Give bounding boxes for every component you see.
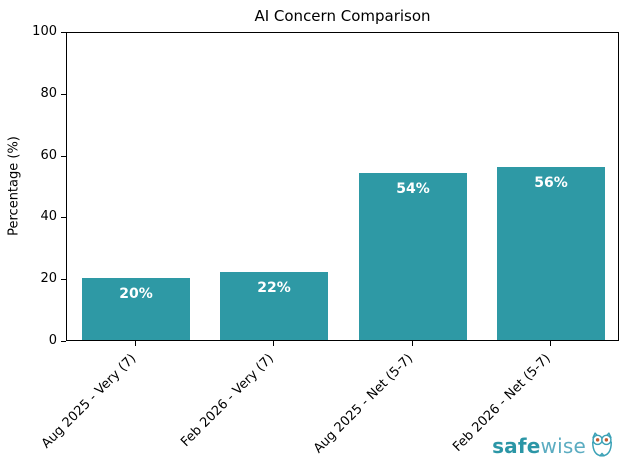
bar: 54% — [359, 173, 467, 340]
y-tick-label: 0 — [48, 333, 57, 348]
y-tick-mark — [61, 217, 66, 219]
bar-value-label: 22% — [257, 280, 291, 296]
owl-icon — [592, 432, 612, 457]
bar: 56% — [497, 167, 605, 340]
bar-value-label: 54% — [396, 181, 430, 197]
y-tick-label: 40 — [40, 209, 57, 224]
y-tick-mark — [61, 32, 66, 34]
x-tick-label: Feb 2026 - Very (7) — [178, 351, 278, 450]
y-tick-mark — [61, 341, 66, 343]
y-tick-label: 20 — [40, 271, 57, 286]
y-tick-label: 60 — [40, 148, 57, 163]
logo-text-safe: safe — [492, 433, 541, 458]
x-tick-mark — [550, 341, 552, 346]
bar: 20% — [82, 278, 190, 340]
x-tick-label: Aug 2025 - Net (5-7) — [311, 351, 417, 457]
y-tick-mark — [61, 156, 66, 158]
safewise-logo: safe wise — [492, 432, 615, 458]
bar-value-label: 56% — [534, 175, 568, 191]
x-tick-label: Aug 2025 - Very (7) — [38, 351, 140, 452]
y-tick-label: 80 — [40, 86, 57, 101]
x-tick-mark — [412, 341, 414, 346]
x-tick-mark — [135, 341, 137, 346]
y-tick-label: 100 — [32, 24, 57, 39]
chart-title: AI Concern Comparison — [254, 7, 431, 25]
y-tick-mark — [61, 94, 66, 96]
x-tick-mark — [273, 341, 275, 346]
logo-text-wise: wise — [540, 433, 586, 458]
bar: 22% — [220, 272, 328, 340]
bar-value-label: 20% — [119, 286, 153, 302]
plot-area: 20% 22% 54% 56% — [66, 32, 619, 341]
y-tick-mark — [61, 279, 66, 281]
